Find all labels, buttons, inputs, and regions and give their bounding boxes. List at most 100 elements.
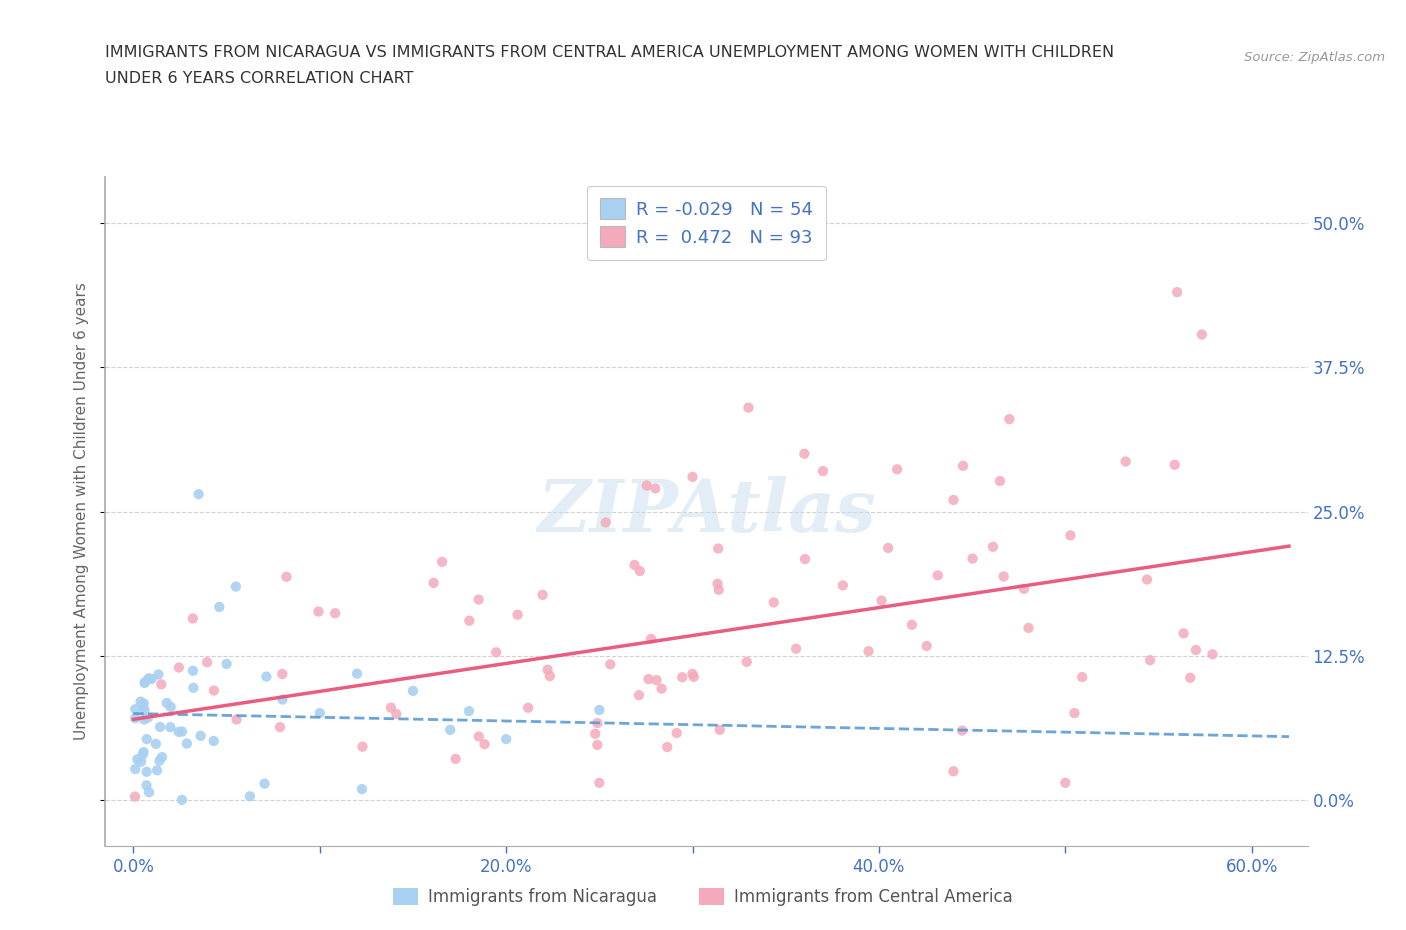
- Point: [167, 724, 190, 739]
- Point: [1173, 626, 1195, 641]
- Point: [124, 790, 146, 804]
- Point: [682, 470, 704, 485]
- Point: [352, 739, 374, 754]
- Point: [877, 540, 900, 555]
- Point: [531, 588, 554, 603]
- Text: UNDER 6 YEARS CORRELATION CHART: UNDER 6 YEARS CORRELATION CHART: [105, 71, 413, 86]
- Point: [202, 683, 225, 698]
- Point: [707, 582, 730, 597]
- Point: [682, 670, 704, 684]
- Point: [665, 725, 688, 740]
- Text: IMMIGRANTS FROM NICARAGUA VS IMMIGRANTS FROM CENTRAL AMERICA UNEMPLOYMENT AMONG : IMMIGRANTS FROM NICARAGUA VS IMMIGRANTS …: [105, 46, 1115, 60]
- Point: [135, 764, 157, 779]
- Point: [737, 400, 759, 415]
- Point: [225, 712, 247, 727]
- Point: [458, 613, 481, 628]
- Point: [146, 763, 169, 777]
- Point: [430, 554, 453, 569]
- Point: [135, 674, 157, 689]
- Point: [993, 569, 1015, 584]
- Point: [276, 569, 298, 584]
- Point: [1059, 528, 1081, 543]
- Point: [506, 607, 529, 622]
- Point: [793, 446, 815, 461]
- Point: [271, 692, 294, 707]
- Point: [588, 776, 610, 790]
- Point: [628, 564, 651, 578]
- Point: [135, 732, 157, 747]
- Point: [148, 667, 170, 682]
- Point: [132, 698, 155, 713]
- Point: [538, 669, 561, 684]
- Legend: R = -0.029   N = 54, R =  0.472   N = 93: R = -0.029 N = 54, R = 0.472 N = 93: [588, 186, 825, 260]
- Point: [886, 462, 908, 477]
- Point: [138, 671, 160, 685]
- Point: [202, 734, 225, 749]
- Point: [124, 711, 146, 725]
- Point: [145, 737, 167, 751]
- Point: [132, 745, 155, 760]
- Point: [167, 660, 190, 675]
- Y-axis label: Unemployment Among Women with Children Under 6 years: Unemployment Among Women with Children U…: [75, 283, 90, 740]
- Point: [136, 711, 159, 725]
- Point: [1136, 572, 1159, 587]
- Point: [195, 655, 218, 670]
- Point: [1180, 671, 1202, 685]
- Point: [323, 605, 346, 620]
- Point: [132, 747, 155, 762]
- Point: [208, 600, 231, 615]
- Point: [149, 720, 172, 735]
- Point: [308, 604, 330, 619]
- Point: [671, 670, 693, 684]
- Point: [588, 702, 610, 717]
- Point: [536, 662, 558, 677]
- Point: [135, 777, 157, 792]
- Point: [129, 754, 152, 769]
- Point: [627, 688, 650, 703]
- Point: [176, 737, 198, 751]
- Point: [586, 737, 609, 752]
- Point: [346, 666, 368, 681]
- Point: [1185, 643, 1208, 658]
- Point: [950, 724, 973, 738]
- Point: [308, 706, 330, 721]
- Point: [599, 657, 621, 671]
- Point: [517, 700, 540, 715]
- Text: Source: ZipAtlas.com: Source: ZipAtlas.com: [1244, 51, 1385, 64]
- Point: [124, 762, 146, 777]
- Point: [156, 696, 179, 711]
- Point: [444, 751, 467, 766]
- Point: [439, 723, 461, 737]
- Point: [1166, 285, 1188, 299]
- Point: [253, 777, 276, 791]
- Point: [595, 515, 617, 530]
- Point: [134, 675, 156, 690]
- Point: [901, 618, 924, 632]
- Point: [942, 493, 965, 508]
- Point: [141, 671, 163, 686]
- Point: [1054, 776, 1077, 790]
- Point: [271, 667, 294, 682]
- Point: [1071, 670, 1094, 684]
- Point: [134, 702, 156, 717]
- Point: [422, 576, 444, 591]
- Point: [215, 657, 238, 671]
- Point: [124, 702, 146, 717]
- Point: [150, 677, 173, 692]
- Point: [707, 541, 730, 556]
- Point: [735, 655, 758, 670]
- Point: [150, 750, 173, 764]
- Point: [380, 700, 402, 715]
- Point: [129, 694, 152, 709]
- Point: [181, 611, 204, 626]
- Point: [148, 753, 170, 768]
- Point: [254, 670, 277, 684]
- Point: [915, 639, 938, 654]
- Point: [785, 642, 807, 657]
- Point: [623, 557, 645, 572]
- Point: [644, 481, 666, 496]
- Point: [870, 593, 893, 608]
- Point: [651, 681, 673, 696]
- Point: [181, 663, 204, 678]
- Point: [170, 724, 193, 739]
